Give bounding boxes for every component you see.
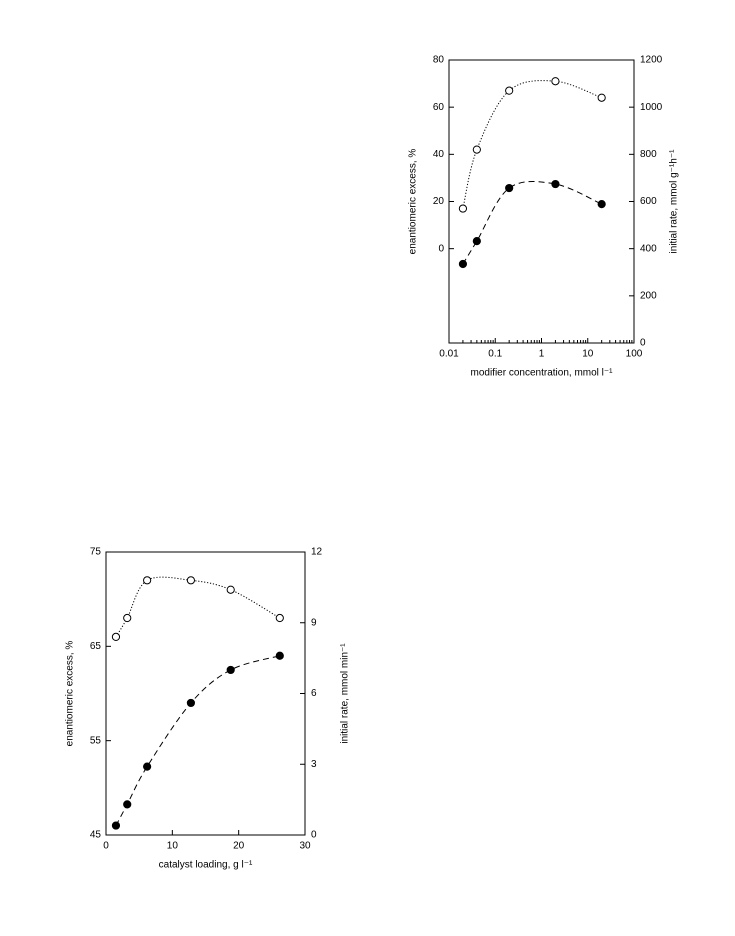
- data-point: [505, 86, 514, 95]
- data-point: [472, 145, 481, 154]
- data-point: [186, 576, 196, 585]
- fit-curve: [462, 80, 602, 209]
- y2-tick-label: 600: [640, 196, 657, 207]
- fit-curve: [115, 576, 281, 638]
- x-tick-label: 1: [539, 349, 545, 360]
- x-tick-label: 0: [103, 841, 109, 852]
- y2-axis-label: initial rate, mmol g⁻¹h⁻¹: [669, 149, 680, 254]
- data-point: [275, 651, 284, 660]
- y2-tick-label: 800: [640, 149, 657, 160]
- y-tick-label: 75: [90, 547, 102, 558]
- y-tick-label: 40: [433, 149, 445, 160]
- y2-tick-label: 3: [311, 759, 317, 770]
- plot-frame: [105, 551, 306, 836]
- y2-tick-label: 1200: [640, 55, 663, 66]
- data-point: [275, 613, 284, 623]
- y-tick-label: 80: [433, 55, 445, 66]
- x-axis-label: modifier concentration, mmol l⁻¹: [471, 368, 614, 379]
- y-tick-label: 20: [433, 196, 445, 207]
- y-tick-label: 65: [90, 641, 102, 652]
- y-axis-label: enantiomeric excess, %: [408, 149, 419, 255]
- y-tick-label: 55: [90, 735, 102, 746]
- x-tick-label: 20: [233, 841, 245, 852]
- y2-tick-label: 400: [640, 243, 657, 254]
- y-tick-label: 45: [90, 830, 102, 841]
- x-tick-label: 0.01: [439, 349, 459, 360]
- data-point: [143, 762, 152, 771]
- data-point: [458, 204, 468, 213]
- y2-tick-label: 1000: [640, 102, 663, 113]
- y-axis-label: enantiomeric excess, %: [65, 641, 76, 747]
- fit-curve: [115, 655, 280, 826]
- x-tick-label: 10: [167, 841, 179, 852]
- x-axis-label: catalyst loading, g l⁻¹: [159, 860, 253, 871]
- data-point: [143, 576, 152, 585]
- data-point: [226, 585, 235, 594]
- x-tick-label: 100: [626, 349, 643, 360]
- data-point: [186, 698, 196, 708]
- y-tick-label: 0: [438, 243, 444, 254]
- y2-tick-label: 6: [311, 688, 317, 699]
- data-point: [597, 199, 606, 209]
- x-tick-label: 10: [582, 349, 594, 360]
- data-point: [123, 800, 132, 809]
- y2-tick-label: 9: [311, 617, 317, 628]
- y2-tick-label: 12: [311, 547, 323, 558]
- y2-tick-label: 0: [311, 830, 317, 841]
- data-point: [551, 77, 560, 86]
- data-point: [472, 237, 481, 246]
- plot-frame: [448, 59, 635, 344]
- data-point: [123, 613, 132, 623]
- y2-tick-label: 200: [640, 290, 657, 301]
- y2-axis-label: initial rate, mmol min⁻¹: [340, 643, 351, 744]
- data-point: [458, 259, 468, 269]
- data-point: [505, 183, 514, 193]
- y-tick-label: 60: [433, 102, 445, 113]
- x-tick-label: 30: [299, 841, 311, 852]
- data-point: [226, 665, 235, 675]
- fit-curve: [462, 180, 602, 265]
- x-tick-label: 0.1: [488, 349, 502, 360]
- data-point: [111, 632, 121, 642]
- y2-tick-label: 0: [640, 338, 646, 349]
- data-point: [551, 179, 560, 189]
- data-point: [111, 821, 121, 830]
- data-point: [597, 93, 606, 102]
